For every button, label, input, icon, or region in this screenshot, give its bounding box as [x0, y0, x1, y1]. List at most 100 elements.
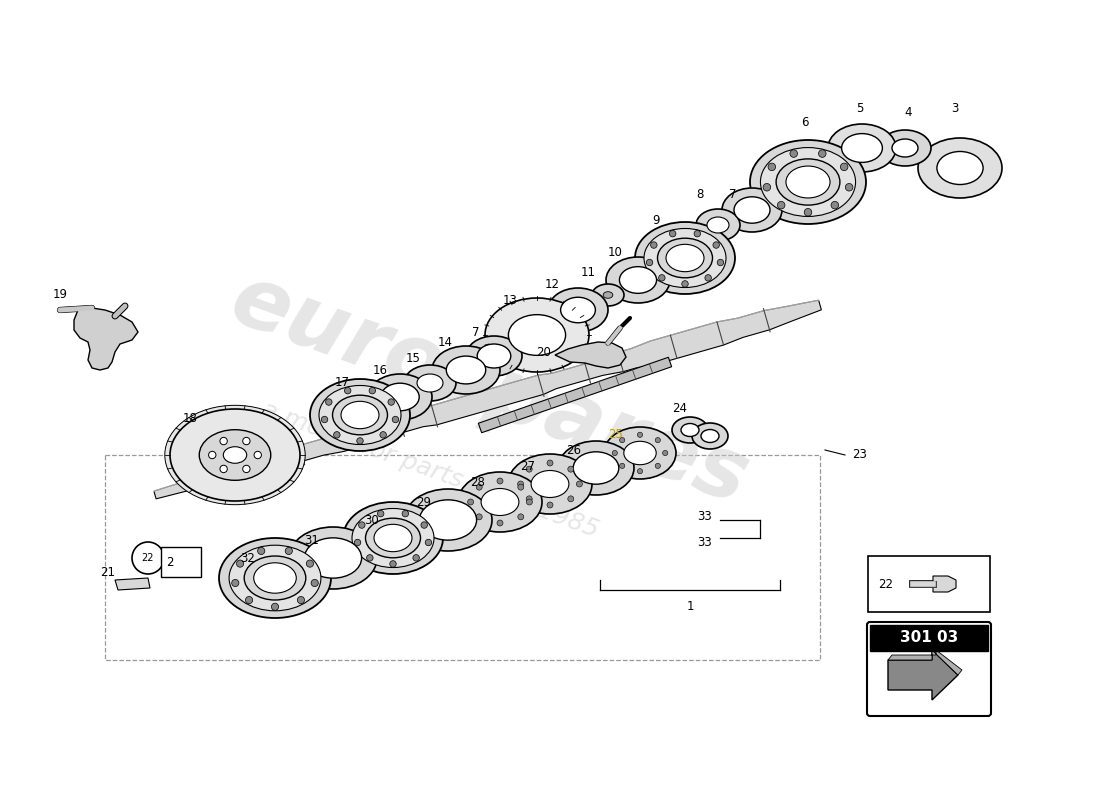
- Text: 17: 17: [334, 375, 350, 389]
- Circle shape: [379, 432, 386, 438]
- Text: a motor for parts since 1985: a motor for parts since 1985: [258, 398, 602, 542]
- Circle shape: [547, 460, 553, 466]
- Ellipse shape: [481, 489, 519, 515]
- Ellipse shape: [603, 292, 613, 298]
- Polygon shape: [74, 308, 138, 370]
- Circle shape: [232, 579, 239, 586]
- Circle shape: [790, 150, 798, 158]
- Text: 2: 2: [166, 557, 174, 570]
- Text: 32: 32: [241, 551, 255, 565]
- Circle shape: [670, 230, 675, 237]
- Text: 25: 25: [608, 429, 624, 442]
- Ellipse shape: [244, 556, 306, 600]
- Text: 27: 27: [520, 459, 536, 473]
- Ellipse shape: [692, 423, 728, 449]
- Bar: [870, 625, 988, 651]
- Ellipse shape: [892, 139, 918, 157]
- Ellipse shape: [447, 356, 486, 384]
- Ellipse shape: [786, 166, 830, 198]
- Circle shape: [613, 450, 617, 456]
- Text: 18: 18: [183, 411, 197, 425]
- Text: 26: 26: [566, 443, 582, 457]
- Circle shape: [243, 466, 250, 473]
- Circle shape: [344, 387, 351, 394]
- Text: 20: 20: [537, 346, 551, 358]
- Circle shape: [321, 416, 328, 422]
- Ellipse shape: [681, 423, 698, 437]
- Circle shape: [359, 522, 365, 528]
- Text: 24: 24: [672, 402, 688, 414]
- Circle shape: [306, 560, 313, 567]
- Ellipse shape: [165, 406, 305, 505]
- Text: 7: 7: [472, 326, 480, 338]
- Text: 6: 6: [801, 115, 808, 129]
- Text: 28: 28: [471, 477, 485, 490]
- Ellipse shape: [548, 288, 608, 332]
- Text: 30: 30: [364, 514, 380, 526]
- Circle shape: [311, 579, 318, 586]
- Ellipse shape: [417, 374, 443, 392]
- Circle shape: [818, 150, 826, 158]
- Circle shape: [220, 438, 228, 445]
- Text: 1: 1: [686, 599, 694, 613]
- Polygon shape: [556, 342, 626, 368]
- Ellipse shape: [604, 427, 676, 479]
- Ellipse shape: [918, 138, 1002, 198]
- Circle shape: [717, 259, 724, 266]
- Ellipse shape: [170, 409, 300, 501]
- Ellipse shape: [573, 452, 619, 484]
- Circle shape: [713, 242, 719, 248]
- Ellipse shape: [592, 284, 624, 306]
- Text: eurospares: eurospares: [220, 258, 760, 522]
- Ellipse shape: [219, 538, 331, 618]
- Text: 29: 29: [417, 495, 431, 509]
- Circle shape: [257, 547, 265, 554]
- Circle shape: [840, 163, 848, 170]
- Ellipse shape: [734, 197, 770, 223]
- Ellipse shape: [332, 395, 387, 435]
- Polygon shape: [888, 650, 958, 700]
- Circle shape: [209, 451, 216, 458]
- Circle shape: [389, 561, 396, 567]
- Circle shape: [547, 502, 553, 508]
- Circle shape: [518, 514, 524, 520]
- FancyBboxPatch shape: [867, 622, 991, 716]
- Text: 22: 22: [142, 553, 154, 563]
- Ellipse shape: [310, 379, 410, 451]
- Ellipse shape: [381, 383, 419, 411]
- Text: 33: 33: [697, 510, 712, 522]
- Polygon shape: [478, 358, 672, 433]
- Circle shape: [637, 469, 642, 474]
- Ellipse shape: [341, 402, 380, 429]
- Ellipse shape: [619, 266, 657, 294]
- Ellipse shape: [666, 244, 704, 272]
- Ellipse shape: [658, 238, 713, 278]
- Ellipse shape: [368, 374, 432, 420]
- Text: 19: 19: [53, 289, 67, 302]
- Ellipse shape: [305, 538, 362, 578]
- Text: 21: 21: [100, 566, 116, 579]
- Circle shape: [370, 387, 375, 394]
- Ellipse shape: [466, 336, 522, 376]
- Ellipse shape: [419, 500, 476, 540]
- Circle shape: [476, 484, 482, 490]
- Circle shape: [526, 466, 532, 472]
- Circle shape: [763, 183, 771, 191]
- Ellipse shape: [508, 314, 565, 355]
- Circle shape: [650, 242, 657, 248]
- Ellipse shape: [458, 472, 542, 532]
- Circle shape: [412, 554, 419, 561]
- Circle shape: [526, 496, 532, 502]
- Circle shape: [518, 481, 524, 487]
- Ellipse shape: [365, 518, 420, 558]
- Text: 14: 14: [438, 335, 452, 349]
- Ellipse shape: [223, 446, 246, 463]
- Circle shape: [619, 463, 625, 469]
- Ellipse shape: [879, 130, 931, 166]
- Polygon shape: [888, 650, 962, 675]
- Ellipse shape: [760, 147, 856, 217]
- Circle shape: [366, 554, 373, 561]
- Circle shape: [497, 478, 503, 484]
- Ellipse shape: [606, 257, 670, 303]
- Circle shape: [656, 438, 660, 442]
